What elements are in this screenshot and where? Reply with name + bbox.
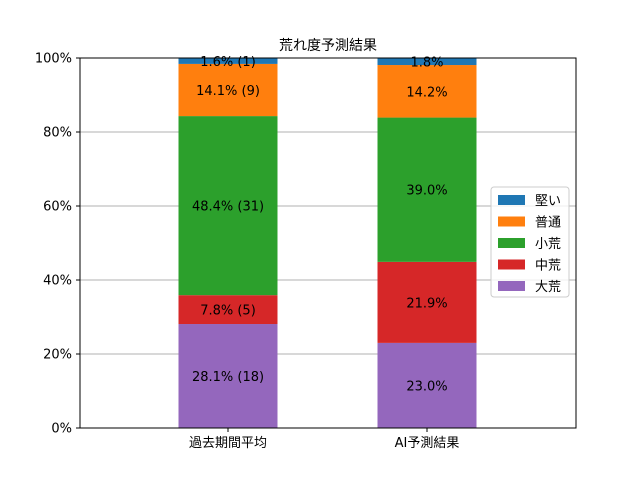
legend-label: 普通 [535,216,561,231]
bar-segment [178,63,278,117]
data-label: 7.8% (5) [200,304,256,319]
legend-label: 中荒 [535,259,561,274]
bar-segment [178,324,278,428]
legend-label: 大荒 [535,280,561,295]
legend-swatch [498,238,525,248]
data-label: 1.8% [410,56,443,71]
legend-swatch [498,195,525,205]
y-tick-label: 0% [51,422,72,437]
data-label: 23.0% [406,379,447,394]
bar-segment [377,261,477,343]
legend-swatch [498,259,525,270]
chart-title: 荒れ度予測結果 [279,38,377,54]
legend-swatch [498,216,525,227]
bar-labels: 28.1% (18) 7.8% (5) 48.4% (31) 14.1% (9) 1.6… [192,55,448,394]
bar-segment [377,342,477,428]
bar-segment [377,117,477,262]
data-label: 28.1% (18) [192,370,264,385]
legend-swatch [498,281,525,291]
bar-segment [377,65,477,118]
y-axis: 0% 20% 40% 60% 80% 100% [35,52,80,437]
y-tick-label: 100% [35,52,72,67]
y-tick-label: 80% [43,126,72,141]
plot-frame [79,57,577,429]
legend-label: 小荒 [535,237,561,252]
y-tick-label: 60% [43,200,72,215]
bars [178,58,477,428]
data-label: 39.0% [406,184,447,199]
x-axis: 過去期間平均 AI予測結果 [189,428,459,451]
legend-label: 堅い [535,194,561,209]
data-label: 1.6% (1) [200,55,256,70]
y-tick-label: 20% [43,348,72,363]
bar-segment [377,58,477,66]
bar-segment [178,58,278,64]
bar-segment [178,116,278,296]
bar-segment [178,295,278,325]
x-tick-label: AI予測結果 [395,436,460,451]
data-label: 21.9% [406,296,447,311]
x-tick-label: 過去期間平均 [189,436,267,451]
y-tick-label: 40% [43,274,72,289]
data-label: 14.2% [406,85,447,100]
data-label: 48.4% (31) [192,200,264,215]
data-label: 14.1% (9) [196,84,260,99]
